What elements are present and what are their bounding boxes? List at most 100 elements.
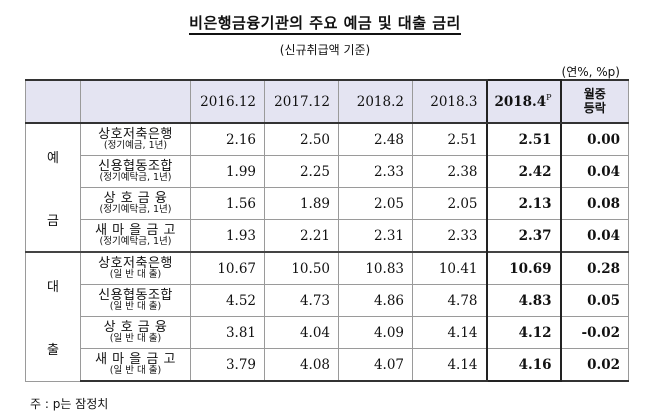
header-blank-cell xyxy=(25,79,81,124)
rate-value: 2.50 xyxy=(264,122,339,156)
change-column-header: 월중 등락 xyxy=(560,79,629,124)
table-row: 대 출 상호저축은행 (일 반 대 출) 10.67 10.50 10.83 10.41 10.… xyxy=(25,251,629,382)
institution-name: 상호저축은행 xyxy=(98,255,173,271)
table-row: 새 마 을 금 고 (일 반 대 출) 3.79 4.08 4.07 4.14 4.16 0.… xyxy=(26,348,629,382)
table-row: 신용협동조합 (일 반 대 출) 4.52 4.73 4.86 4.78 4.83 0.05 xyxy=(26,284,629,317)
rate-value: 4.14 xyxy=(412,348,487,382)
header-blank-cell xyxy=(80,79,191,124)
institution-cell: 상 호 금 융 (일 반 대 출) xyxy=(80,316,191,349)
monthly-change-value: 0.00 xyxy=(560,122,629,156)
category-label: 출 xyxy=(47,342,59,358)
rate-value: 10.83 xyxy=(338,251,413,285)
institution-name: 신용협동조합 xyxy=(98,158,173,174)
monthly-change-value: 0.28 xyxy=(560,251,629,285)
latest-rate-value: 4.12 xyxy=(485,316,562,349)
institution-cell: 상호저축은행 (정기예금, 1년) xyxy=(80,122,191,156)
rate-value: 2.48 xyxy=(338,122,413,156)
footnote: 주 : p는 잠정치 xyxy=(30,397,109,411)
monthly-change-value: 0.08 xyxy=(560,187,629,220)
institution-name: 상호저축은행 xyxy=(98,126,173,142)
latest-rate-value: 10.69 xyxy=(485,251,562,285)
column-header: 2018.3 xyxy=(412,79,487,124)
rate-value: 10.41 xyxy=(412,251,487,285)
latest-rate-value: 2.13 xyxy=(485,187,562,220)
product-type: (일 반 대 출) xyxy=(109,365,162,377)
monthly-change-value: -0.02 xyxy=(560,316,629,349)
rate-value: 4.73 xyxy=(264,284,339,317)
institution-name: 신용협동조합 xyxy=(98,287,173,303)
rate-value: 2.31 xyxy=(338,219,413,253)
rate-value: 4.14 xyxy=(412,316,487,349)
rate-value: 2.16 xyxy=(190,122,265,156)
monthly-change-value: 0.02 xyxy=(560,348,629,382)
monthly-change-value: 0.05 xyxy=(560,284,629,317)
institution-cell: 상 호 금 융 (정기예탁금, 1년) xyxy=(80,187,191,220)
table-row: 상 호 금 융 (일 반 대 출) 3.81 4.04 4.09 4.14 4.12 -0.0… xyxy=(26,316,629,349)
institution-name: 상 호 금 융 xyxy=(103,190,168,206)
latest-rate-value: 4.83 xyxy=(485,284,562,317)
rate-value: 4.78 xyxy=(412,284,487,317)
monthly-change-value: 0.04 xyxy=(560,155,629,188)
table-row: 새 마 을 금 고 (정기예탁금, 1년) 1.93 2.21 2.31 2.33 2.37… xyxy=(26,219,629,253)
header-row: 2016.12 2017.12 2018.2 2018.3 2018.4P 월중… xyxy=(25,79,629,124)
rate-value: 2.05 xyxy=(412,187,487,220)
rate-value: 2.33 xyxy=(412,219,487,253)
product-type: (일 반 대 출) xyxy=(109,269,162,281)
rate-value: 4.86 xyxy=(338,284,413,317)
product-type: (정기예금, 1년) xyxy=(103,140,168,152)
category-label: 대 xyxy=(47,279,59,295)
provisional-mark: P xyxy=(546,93,552,102)
monthly-change-value: 0.04 xyxy=(560,219,629,253)
rate-value: 1.89 xyxy=(264,187,339,220)
rate-value: 2.38 xyxy=(412,155,487,188)
rate-value: 2.21 xyxy=(264,219,339,253)
institution-cell: 새 마 을 금 고 (일 반 대 출) xyxy=(80,348,191,382)
rate-value: 1.93 xyxy=(190,219,265,253)
rate-value: 4.52 xyxy=(190,284,265,317)
institution-name: 새 마 을 금 고 xyxy=(95,222,176,238)
product-type: (정기예탁금, 1년) xyxy=(99,236,172,248)
rate-value: 1.99 xyxy=(190,155,265,188)
rate-value: 10.50 xyxy=(264,251,339,285)
latest-rate-value: 2.42 xyxy=(485,155,562,188)
latest-column-header: 2018.4P xyxy=(485,79,562,124)
table-row: 예 금 상호저축은행 (정기예금, 1년) 2.16 2.50 2.48 2.51 2.51 0.… xyxy=(25,122,629,253)
table-row: 신용협동조합 (정기예탁금, 1년) 1.99 2.25 2.33 2.38 2.42 0.0… xyxy=(26,155,629,188)
rate-value: 2.51 xyxy=(412,122,487,156)
column-header: 2017.12 xyxy=(264,79,339,124)
rate-value: 2.05 xyxy=(338,187,413,220)
institution-cell: 신용협동조합 (일 반 대 출) xyxy=(80,284,191,317)
product-type: (정기예탁금, 1년) xyxy=(99,204,172,216)
institution-cell: 새 마 을 금 고 (정기예탁금, 1년) xyxy=(80,219,191,253)
unit-label: (연%, %p) xyxy=(561,65,620,79)
product-type: (일 반 대 출) xyxy=(109,301,162,313)
rate-value: 4.09 xyxy=(338,316,413,349)
rate-value: 4.07 xyxy=(338,348,413,382)
institution-name: 새 마 을 금 고 xyxy=(95,351,176,367)
rate-value: 1.56 xyxy=(190,187,265,220)
rate-value: 4.04 xyxy=(264,316,339,349)
latest-rate-value: 4.16 xyxy=(485,348,562,382)
product-type: (일 반 대 출) xyxy=(109,333,162,345)
rate-value: 3.81 xyxy=(190,316,265,349)
interest-rate-table: 2016.12 2017.12 2018.2 2018.3 2018.4P 월중… xyxy=(25,79,629,382)
rate-value: 2.25 xyxy=(264,155,339,188)
rate-value: 3.79 xyxy=(190,348,265,382)
document-subtitle: (신규취급액 기준) xyxy=(279,43,371,57)
latest-rate-value: 2.37 xyxy=(485,219,562,253)
institution-name: 상 호 금 융 xyxy=(103,319,168,335)
category-label: 금 xyxy=(47,213,59,229)
institution-cell: 신용협동조합 (정기예탁금, 1년) xyxy=(80,155,191,188)
rate-value: 10.67 xyxy=(190,251,265,285)
category-label: 예 xyxy=(47,150,59,166)
latest-rate-value: 2.51 xyxy=(485,122,562,156)
institution-cell: 상호저축은행 (일 반 대 출) xyxy=(80,251,191,285)
column-header: 2018.2 xyxy=(338,79,413,124)
rate-value: 4.08 xyxy=(264,348,339,382)
product-type: (정기예탁금, 1년) xyxy=(99,172,172,184)
document-title: 비은행금융기관의 주요 예금 및 대출 금리 xyxy=(0,12,650,35)
column-header: 2016.12 xyxy=(190,79,265,124)
rate-value: 2.33 xyxy=(338,155,413,188)
